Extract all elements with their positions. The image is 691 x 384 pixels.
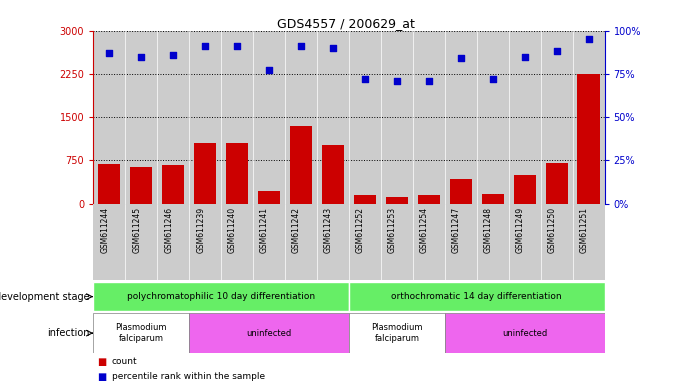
Bar <box>417 195 440 204</box>
Bar <box>545 163 568 204</box>
Bar <box>258 191 281 204</box>
Bar <box>226 143 248 204</box>
Text: GSM611241: GSM611241 <box>260 207 269 253</box>
Point <box>391 78 402 84</box>
Text: infection: infection <box>48 328 90 338</box>
Text: uninfected: uninfected <box>247 329 292 338</box>
Text: GSM611247: GSM611247 <box>452 207 461 253</box>
Point <box>231 43 243 49</box>
Point <box>519 53 530 60</box>
Text: GSM611239: GSM611239 <box>196 207 205 253</box>
Text: orthochromatic 14 day differentiation: orthochromatic 14 day differentiation <box>392 292 562 301</box>
Point <box>135 53 146 60</box>
Text: GSM611242: GSM611242 <box>292 207 301 253</box>
Bar <box>445 313 605 353</box>
Text: ■: ■ <box>97 372 106 382</box>
Point <box>296 43 307 49</box>
Text: GSM611250: GSM611250 <box>548 207 557 253</box>
Point <box>455 55 466 61</box>
Point <box>263 67 274 73</box>
Text: uninfected: uninfected <box>502 329 547 338</box>
Text: Plasmodium
falciparum: Plasmodium falciparum <box>115 323 167 343</box>
Point <box>583 36 594 42</box>
Point <box>424 78 435 84</box>
Text: GSM611245: GSM611245 <box>132 207 141 253</box>
Bar <box>578 74 600 204</box>
Bar <box>189 313 349 353</box>
Text: Plasmodium
falciparum: Plasmodium falciparum <box>371 323 423 343</box>
Bar <box>162 165 184 204</box>
Text: polychromatophilic 10 day differentiation: polychromatophilic 10 day differentiatio… <box>127 292 315 301</box>
Bar <box>482 194 504 204</box>
Bar <box>349 282 605 311</box>
Bar <box>290 126 312 204</box>
Bar <box>194 143 216 204</box>
Text: GSM611252: GSM611252 <box>356 207 365 253</box>
Text: GSM611243: GSM611243 <box>324 207 333 253</box>
Bar <box>386 197 408 204</box>
Text: GSM611246: GSM611246 <box>164 207 173 253</box>
Bar <box>450 179 472 204</box>
Text: GSM611248: GSM611248 <box>484 207 493 253</box>
Point <box>104 50 115 56</box>
Bar <box>130 167 153 204</box>
Bar <box>93 282 349 311</box>
Bar <box>93 313 189 353</box>
Point <box>168 52 179 58</box>
Bar <box>513 175 536 204</box>
Point <box>359 76 370 82</box>
Text: GDS4557 / 200629_at: GDS4557 / 200629_at <box>276 17 415 30</box>
Bar <box>322 145 344 204</box>
Bar <box>98 164 120 204</box>
Point <box>551 48 562 55</box>
Text: GSM611249: GSM611249 <box>515 207 524 253</box>
Text: development stage: development stage <box>0 291 90 302</box>
Text: GSM611244: GSM611244 <box>100 207 109 253</box>
Bar <box>349 313 445 353</box>
Point <box>200 43 211 49</box>
Point <box>328 45 339 51</box>
Text: ■: ■ <box>97 357 106 367</box>
Text: GSM611253: GSM611253 <box>388 207 397 253</box>
Text: percentile rank within the sample: percentile rank within the sample <box>112 372 265 381</box>
Text: count: count <box>112 357 138 366</box>
Point <box>487 76 498 82</box>
Text: GSM611240: GSM611240 <box>228 207 237 253</box>
Bar <box>354 195 376 204</box>
Text: GSM611254: GSM611254 <box>420 207 429 253</box>
Text: GSM611251: GSM611251 <box>580 207 589 253</box>
